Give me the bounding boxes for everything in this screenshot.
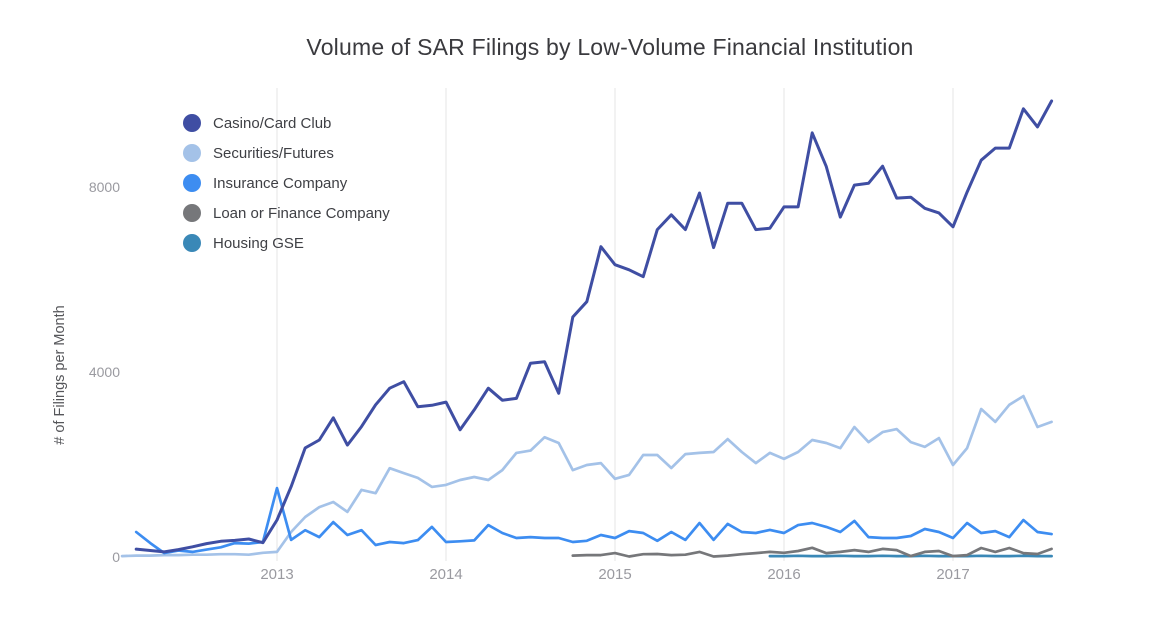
series-line-securities-futures	[120, 394, 1053, 558]
legend-swatch-icon	[183, 144, 201, 162]
legend-label: Housing GSE	[213, 234, 304, 252]
legend-label: Loan or Finance Company	[213, 204, 390, 222]
series-line-casino-card-club	[134, 99, 1054, 554]
chart-title: Volume of SAR Filings by Low-Volume Fina…	[306, 34, 914, 60]
x-tick-label: 2016	[767, 566, 800, 583]
y-tick-label: 8000	[89, 179, 120, 195]
legend-swatch-icon	[183, 114, 201, 132]
legend-swatch-icon	[183, 204, 201, 222]
chart-legend: Casino/Card Club Securities/Futures Insura…	[183, 108, 390, 258]
legend-swatch-icon	[183, 174, 201, 192]
series-line-insurance-company	[134, 486, 1053, 555]
x-tick-label: 2017	[936, 566, 969, 583]
legend-item-housing-gse: Housing GSE	[183, 228, 390, 258]
x-tick-label: 2013	[260, 566, 293, 583]
legend-label: Insurance Company	[213, 174, 348, 192]
legend-item-loan-or-finance-company: Loan or Finance Company	[183, 198, 390, 228]
legend-label: Securities/Futures	[213, 144, 334, 162]
y-tick-label: 0	[112, 549, 120, 565]
x-tick-label: 2015	[598, 566, 631, 583]
series-line-loan-or-finance-company	[571, 546, 1053, 558]
legend-item-insurance-company: Insurance Company	[183, 168, 390, 198]
legend-swatch-icon	[183, 234, 201, 252]
legend-item-casino-card-club: Casino/Card Club	[183, 108, 390, 138]
y-tick-label: 4000	[89, 364, 120, 380]
x-tick-label: 2014	[429, 566, 462, 583]
legend-label: Casino/Card Club	[213, 114, 332, 132]
legend-item-securities-futures: Securities/Futures	[183, 138, 390, 168]
